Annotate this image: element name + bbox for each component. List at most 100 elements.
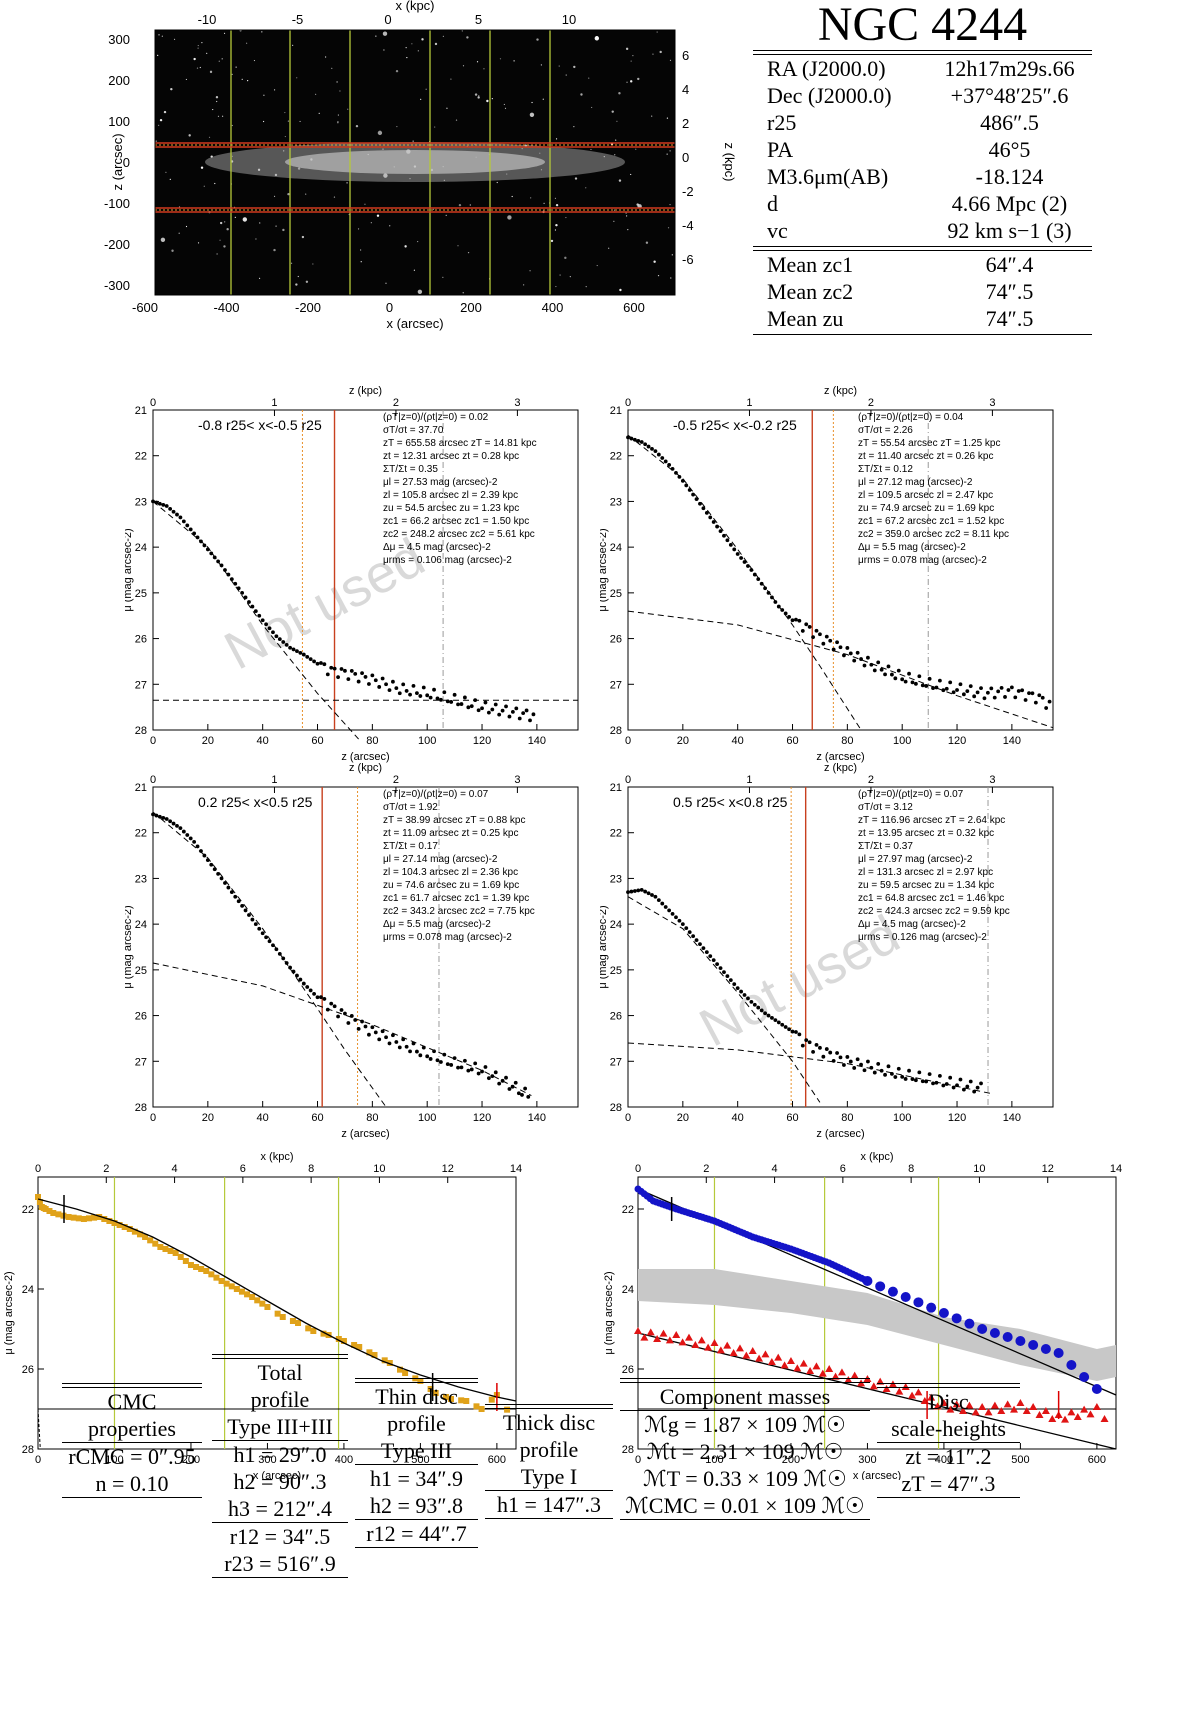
star [411,43,413,45]
star [618,92,621,95]
thick-disc-point [697,1336,706,1344]
profile-point [920,1079,925,1084]
star [462,292,464,294]
profile-point [516,1091,521,1096]
thin-disc-point [1040,1344,1051,1354]
profile-point [749,999,754,1004]
profile-point [523,1086,528,1091]
thin-disc-point [1066,1360,1077,1370]
star [523,284,525,286]
x-tick-label: 140 [528,1112,546,1124]
profile-point [725,974,730,979]
y-tick-label: 28 [622,1444,634,1456]
galaxy-info-table: NGC 4244 RA (J2000.0) 12h17m29s.66 Dec (J2… [753,0,1092,335]
x2-axis-label: x (kpc) [861,1151,894,1163]
thin-disc-point [951,1313,962,1324]
profile-point [948,680,953,685]
profile-point [152,1240,159,1247]
star [450,78,452,80]
table-cell: ℳt = 2.31 × 109 ℳ☉ [646,1439,844,1464]
profile-point [157,1244,164,1250]
star [550,239,554,243]
star [645,241,649,244]
star [193,57,196,61]
table-heading: Thin disc [375,1384,458,1409]
profile-point [353,671,358,676]
x2-tick-label: 1 [271,397,277,409]
profile-point [260,931,265,936]
table-cell: r23 = 516″.9 [224,1551,336,1576]
profile-point [722,533,726,538]
profile-point [632,437,637,442]
star [656,31,658,33]
image-left-tick: -100 [104,196,130,211]
star [364,203,366,205]
thick-disc-point [1003,1400,1012,1408]
profile-point [172,1250,179,1256]
star [212,108,214,111]
star [477,96,480,99]
fit-annotation: σT/σt = 37.70 [383,425,444,436]
x2-axis-label: z (kpc) [349,762,382,774]
image-left-tick: 300 [108,32,130,47]
star [282,228,285,232]
x-tick-label: 300 [258,1454,276,1466]
profile-point [417,1378,424,1384]
profile-point [178,826,183,831]
profile-point [85,1215,92,1222]
profile-point [157,501,162,506]
star [616,120,618,122]
profile-point [343,668,347,673]
profile-point [126,1226,133,1232]
profile-point [428,695,433,700]
profile-point [951,690,956,695]
table-heading: Type I [520,1464,578,1489]
profile-point [504,1406,511,1413]
profile-point [866,655,870,660]
profile-point [281,640,286,644]
table-rule [485,1518,613,1519]
profile-point [325,672,330,677]
profile-point [728,978,733,983]
star [653,260,656,263]
thick-disc-fit [152,962,532,1097]
profile-point [466,705,471,710]
star [357,228,360,230]
thick-disc-point [1041,1407,1050,1414]
info-label: r25 [767,110,797,135]
profile-point [944,1082,949,1086]
star [540,64,542,66]
table-heading: properties [88,1416,176,1441]
profile-point [650,446,654,451]
x2-tick-label: 2 [393,774,399,786]
star [203,185,205,187]
profile-point [708,515,713,520]
profile-point [531,712,536,717]
profile-point [202,543,207,548]
profile-point [284,961,289,965]
profile-point [677,918,682,923]
x2-tick-label: 10 [973,1163,985,1175]
profile-point [1027,691,1031,695]
profile-point [718,966,723,971]
table-cell: r12 = 34″.5 [229,1524,331,1549]
profile-point [807,625,812,629]
profile-point [171,821,176,826]
profile-point [739,556,744,560]
table-cell: h2 = 90″.3 [233,1469,327,1494]
image-top-tick: -10 [198,12,217,27]
profile-point [660,456,665,460]
star [503,103,505,106]
profile-point [776,1020,781,1025]
table-rule [877,1442,1020,1443]
x2-tick-label: 1 [271,774,277,786]
thick-disc-point [1092,1403,1101,1410]
profile-point [483,700,488,705]
profile-point [1020,688,1025,693]
profile-point [284,642,289,647]
profile-point [766,590,771,595]
profile-point [982,696,987,701]
profile-point [900,1075,905,1079]
y-tick-label: 28 [135,1102,147,1114]
